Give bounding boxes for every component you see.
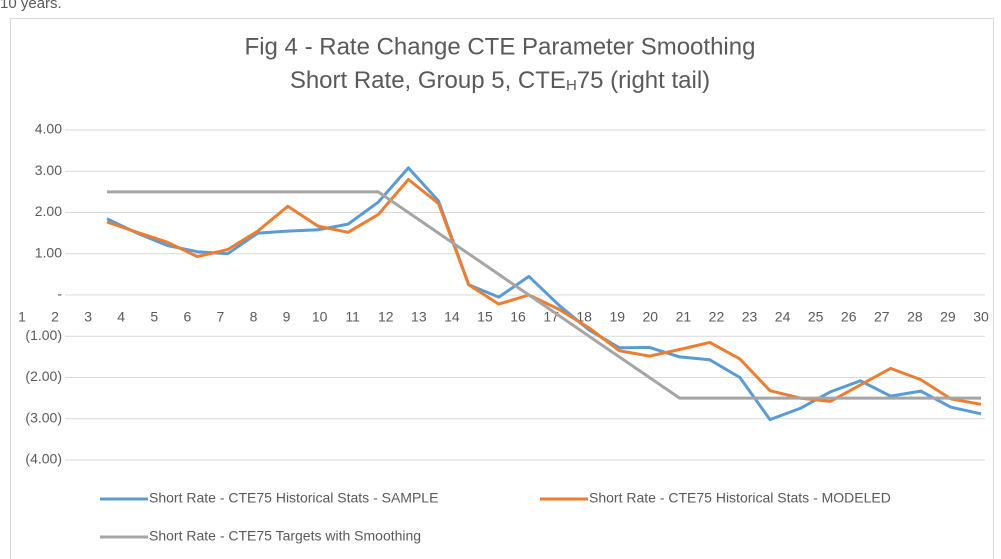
x-tick-label: 15 bbox=[477, 309, 493, 325]
y-tick-label: 4.00 bbox=[35, 121, 62, 137]
x-tick-label: 14 bbox=[444, 309, 460, 325]
x-tick-label: 30 bbox=[973, 309, 989, 325]
chart-border bbox=[10, 18, 994, 559]
x-tick-label: 9 bbox=[283, 309, 291, 325]
x-tick-label: 16 bbox=[510, 309, 526, 325]
x-tick-label: 1 bbox=[18, 309, 26, 325]
x-tick-label: 22 bbox=[709, 309, 725, 325]
y-tick-label: (2.00) bbox=[25, 368, 62, 384]
y-tick-label: - bbox=[57, 286, 62, 302]
y-tick-label: 1.00 bbox=[35, 244, 62, 260]
x-tick-label: 11 bbox=[345, 309, 360, 325]
x-tick-label: 10 bbox=[312, 309, 328, 325]
series-line bbox=[107, 190, 981, 400]
intro-text: 10 years. bbox=[0, 0, 62, 12]
y-tick-label: 3.00 bbox=[35, 162, 62, 178]
x-tick-label: 29 bbox=[940, 309, 956, 325]
series-line bbox=[106, 166, 982, 422]
x-tick-label: 2 bbox=[51, 309, 59, 325]
x-tick-label: 28 bbox=[907, 309, 923, 325]
y-tick-label: 2.00 bbox=[35, 203, 62, 219]
legend-label: Short Rate - CTE75 Historical Stats - MO… bbox=[589, 490, 891, 506]
x-tick-label: 19 bbox=[609, 309, 625, 325]
y-tick-label: (1.00) bbox=[25, 327, 62, 343]
x-tick-label: 20 bbox=[643, 309, 659, 325]
x-tick-label: 5 bbox=[150, 309, 158, 325]
x-tick-label: 27 bbox=[874, 309, 890, 325]
x-tick-label: 23 bbox=[742, 309, 758, 325]
legend-label: Short Rate - CTE75 Historical Stats - SA… bbox=[149, 490, 438, 506]
x-tick-label: 13 bbox=[411, 309, 427, 325]
x-tick-label: 6 bbox=[183, 309, 191, 325]
x-tick-label: 21 bbox=[676, 309, 692, 325]
x-tick-label: 12 bbox=[378, 309, 394, 325]
y-tick-label: (4.00) bbox=[25, 451, 62, 467]
y-tick-label: (3.00) bbox=[25, 409, 62, 425]
x-tick-label: 26 bbox=[841, 309, 857, 325]
subtitle-part: 75 (right tail) bbox=[577, 67, 710, 94]
x-tick-label: 18 bbox=[576, 309, 592, 325]
subtitle-part: Short Rate, Group 5, CTE bbox=[290, 67, 566, 94]
x-tick-label: 7 bbox=[217, 309, 225, 325]
subtitle-subscript: H bbox=[566, 77, 577, 94]
x-tick-label: 3 bbox=[84, 309, 92, 325]
legend-label: Short Rate - CTE75 Targets with Smoothin… bbox=[149, 528, 421, 544]
x-tick-label: 24 bbox=[775, 309, 791, 325]
chart-title: Fig 4 - Rate Change CTE Parameter Smooth… bbox=[245, 33, 756, 60]
chart-subtitle: Short Rate, Group 5, CTEH75 (right tail) bbox=[290, 67, 710, 94]
x-tick-label: 4 bbox=[117, 309, 125, 325]
x-tick-label: 8 bbox=[250, 309, 258, 325]
x-tick-label: 25 bbox=[808, 309, 824, 325]
